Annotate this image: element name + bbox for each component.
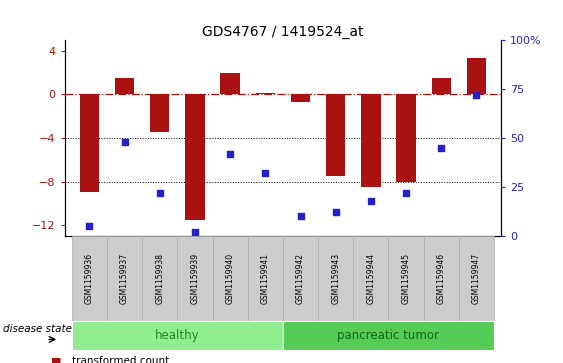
Bar — [221, 73, 240, 94]
Bar — [432, 78, 451, 94]
Point — [85, 223, 94, 229]
Text: GSM1159945: GSM1159945 — [401, 253, 410, 304]
Text: GSM1159936: GSM1159936 — [85, 253, 94, 304]
Text: ■: ■ — [51, 356, 61, 363]
Bar — [185, 94, 204, 220]
Text: GSM1159944: GSM1159944 — [367, 253, 376, 304]
Title: GDS4767 / 1419524_at: GDS4767 / 1419524_at — [202, 25, 364, 39]
Point — [437, 145, 446, 151]
Point — [261, 170, 270, 176]
Point — [155, 190, 164, 196]
Text: GSM1159947: GSM1159947 — [472, 253, 481, 304]
Bar — [361, 94, 381, 187]
Bar — [80, 94, 99, 192]
Text: GSM1159941: GSM1159941 — [261, 253, 270, 304]
Text: GSM1159943: GSM1159943 — [331, 253, 340, 304]
Point — [190, 229, 199, 235]
Bar — [396, 94, 415, 182]
Point — [472, 92, 481, 98]
Bar — [467, 58, 486, 94]
Point — [367, 198, 376, 204]
Text: GSM1159938: GSM1159938 — [155, 253, 164, 304]
Point — [401, 190, 410, 196]
Bar — [150, 94, 169, 132]
Text: GSM1159939: GSM1159939 — [190, 253, 199, 304]
Point — [331, 209, 340, 215]
Bar — [256, 93, 275, 94]
Point — [226, 151, 235, 156]
Text: GSM1159946: GSM1159946 — [437, 253, 446, 304]
Text: GSM1159942: GSM1159942 — [296, 253, 305, 304]
Bar — [291, 94, 310, 102]
Text: pancreatic tumor: pancreatic tumor — [337, 329, 440, 342]
Bar — [115, 78, 134, 94]
Text: healthy: healthy — [155, 329, 200, 342]
Text: disease state: disease state — [3, 324, 72, 334]
Bar — [326, 94, 345, 176]
Point — [120, 139, 129, 145]
Text: GSM1159940: GSM1159940 — [226, 253, 235, 304]
Text: transformed count: transformed count — [72, 356, 169, 363]
Text: GSM1159937: GSM1159937 — [120, 253, 129, 304]
Point — [296, 213, 305, 219]
